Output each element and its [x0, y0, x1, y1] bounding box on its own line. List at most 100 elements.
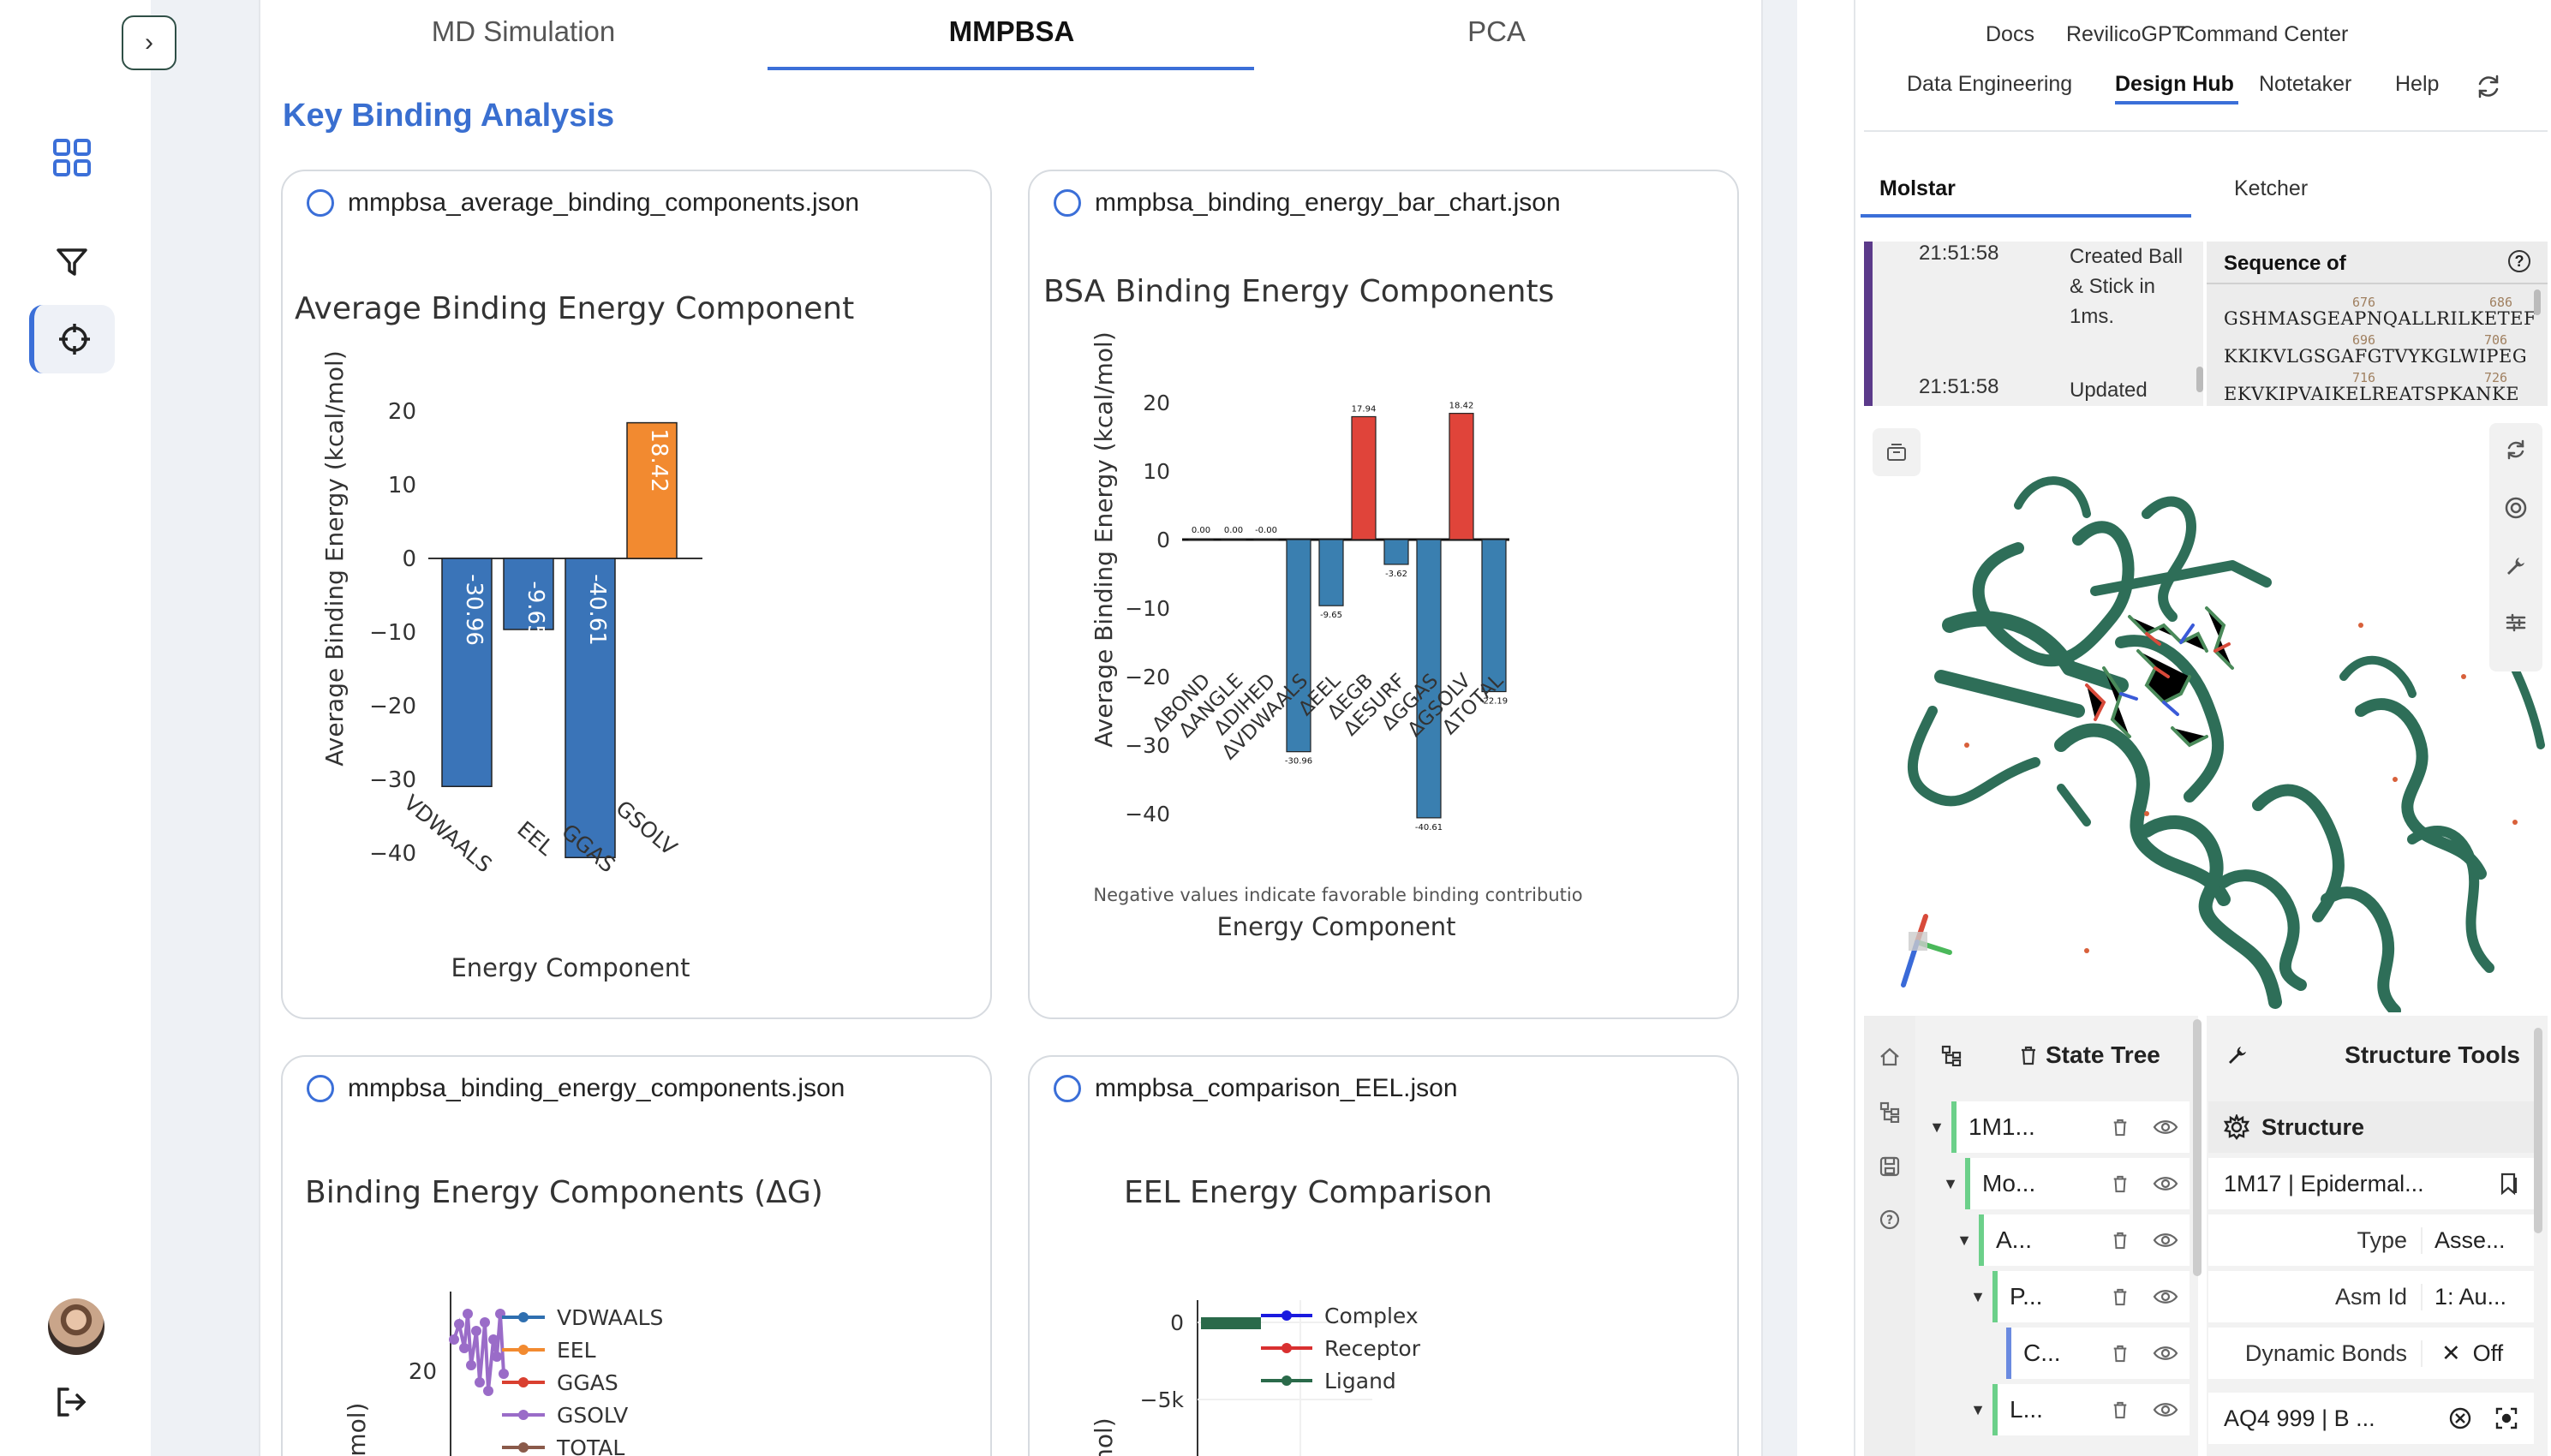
structure-tools-scrollbar[interactable] — [2534, 1028, 2542, 1233]
trash-icon[interactable] — [2099, 1118, 2142, 1137]
active-viewer-tab-indicator — [1861, 214, 2191, 218]
focus-icon[interactable] — [2494, 1406, 2518, 1430]
clear-icon[interactable] — [2448, 1406, 2472, 1430]
state-tree-label: A... — [1996, 1226, 2033, 1253]
prop-value[interactable]: Asse... — [2421, 1226, 2534, 1254]
structure-section[interactable]: Structure — [2208, 1101, 2534, 1153]
legend-label: Receptor — [1324, 1336, 1421, 1361]
y-tick-label: −30 — [1125, 733, 1170, 758]
legend-label: EEL — [557, 1338, 596, 1363]
tab-ketcher[interactable]: Ketcher — [2234, 176, 2309, 200]
ligand-sticks — [2085, 606, 2234, 748]
nav-link-design-hub[interactable]: Design Hub — [2115, 72, 2234, 96]
home-icon[interactable] — [1878, 1045, 1902, 1069]
trash-icon[interactable] — [2099, 1287, 2142, 1306]
reset-camera-icon[interactable] — [2503, 437, 2529, 462]
settings-sliders-icon[interactable] — [2503, 610, 2529, 636]
wrench-icon[interactable] — [2503, 553, 2529, 579]
card-select-radio[interactable] — [307, 189, 334, 217]
refresh-icon[interactable] — [2474, 72, 2503, 101]
legend-label: GGAS — [557, 1370, 618, 1395]
nav-link-data-engineering[interactable]: Data Engineering — [1907, 72, 2073, 96]
legend-label: GSOLV — [557, 1403, 628, 1428]
sequence-panel: Sequence of ? 676 686 GSHMASGEAPNQALLRIL… — [2207, 242, 2548, 406]
state-tree-row[interactable]: ▼ Mo... — [1921, 1158, 2190, 1209]
ligand-select[interactable]: AQ4 999 | B ... — [2208, 1393, 2534, 1444]
eye-icon[interactable] — [2142, 1174, 2190, 1193]
svg-text:?: ? — [1886, 1214, 1893, 1227]
molstar-3d-viewer[interactable] — [1864, 420, 2548, 1017]
protein-ribbon — [1907, 476, 2545, 1017]
tree-icon[interactable] — [1878, 1100, 1902, 1124]
state-tree-row[interactable]: ▼ A... — [1921, 1214, 2190, 1266]
chart-annotation: Negative values indicate favorable bindi… — [1093, 885, 1582, 905]
state-tree-label: Mo... — [1982, 1170, 2036, 1196]
nav-link-help[interactable]: Help — [2395, 72, 2440, 96]
caret-down-icon[interactable]: ▼ — [1970, 1287, 1986, 1305]
log-scrollbar[interactable] — [2196, 367, 2203, 392]
eye-icon[interactable] — [2142, 1118, 2190, 1137]
trash-icon[interactable] — [2099, 1344, 2142, 1363]
data-label: 18.42 — [646, 428, 672, 492]
user-avatar[interactable] — [48, 1298, 105, 1355]
dashboard-icon[interactable] — [48, 134, 96, 182]
sequence-line[interactable]: GSHMASGEAPNQALLRILKETEF — [2224, 308, 2537, 329]
target-nav-button[interactable] — [29, 305, 115, 373]
eye-icon[interactable] — [2142, 1400, 2190, 1419]
sequence-line[interactable]: EKVKIPVAIKELREATSPKANKE — [2224, 384, 2520, 404]
save-icon[interactable] — [1878, 1155, 1902, 1179]
y-axis-label: cal/mol) — [343, 1403, 371, 1456]
trash-icon[interactable] — [2011, 1045, 2046, 1065]
tab-pca[interactable]: PCA — [1467, 15, 1526, 47]
card-select-radio[interactable] — [1054, 1075, 1081, 1102]
trash-icon[interactable] — [2099, 1174, 2142, 1193]
caret-down-icon[interactable]: ▼ — [1943, 1174, 1958, 1192]
expand-sidebar-button[interactable]: › — [122, 15, 176, 70]
caret-down-icon[interactable]: ▼ — [1957, 1231, 1972, 1249]
card-select-radio[interactable] — [307, 1075, 334, 1102]
state-tree-row[interactable]: ▼ P... — [1921, 1271, 2190, 1322]
screenshot-icon[interactable] — [1873, 428, 1921, 476]
state-tree-row[interactable]: ▼ 1M1... — [1921, 1101, 2190, 1153]
data-label: 0.00 — [1224, 526, 1243, 535]
help-icon[interactable]: ? — [2508, 250, 2530, 272]
data-label: -3.62 — [1385, 570, 1407, 579]
sequence-line[interactable]: KKIKVLGSGAFGTVYKGLWIPEG — [2224, 346, 2528, 367]
sequence-scrollbar[interactable] — [2534, 289, 2541, 315]
logout-icon[interactable] — [50, 1381, 93, 1423]
nav-link-revilicogpt[interactable]: RevilicoGPT — [2066, 22, 2185, 46]
line-chart-binding-components: 20 cal/mol) VDWAALS EEL GGAS GSOLV TOTAL — [343, 1292, 663, 1456]
trash-icon[interactable] — [2099, 1231, 2142, 1250]
tree-icon[interactable] — [1934, 1044, 1969, 1066]
tab-mmpbsa[interactable]: MMPBSA — [948, 15, 1075, 47]
prop-value[interactable]: 1: Au... — [2421, 1283, 2534, 1310]
state-tree-row[interactable]: ▼ L... — [1921, 1384, 2190, 1435]
y-tick-label: 10 — [388, 473, 416, 498]
nav-link-notetaker[interactable]: Notetaker — [2259, 72, 2352, 96]
bookmark-icon[interactable] — [2498, 1172, 2520, 1196]
series-ligand-band — [1201, 1317, 1261, 1329]
trash-icon[interactable] — [2099, 1400, 2142, 1419]
nav-link-command-center[interactable]: Command Center — [2179, 22, 2349, 46]
dynamic-bonds-toggle[interactable]: ✕ Off — [2421, 1340, 2534, 1367]
eye-icon[interactable] — [2142, 1287, 2190, 1306]
help-circle-icon[interactable]: ? — [1878, 1208, 1902, 1232]
x-tick-label: GSOLV — [611, 796, 681, 861]
tab-md-simulation[interactable]: MD Simulation — [431, 15, 616, 47]
nav-link-docs[interactable]: Docs — [1986, 22, 2034, 46]
tab-molstar[interactable]: Molstar — [1879, 176, 1956, 200]
eye-icon[interactable] — [2142, 1231, 2190, 1250]
camera-icon[interactable] — [2503, 495, 2529, 521]
bar — [1351, 415, 1377, 540]
caret-down-icon[interactable]: ▼ — [1970, 1400, 1986, 1418]
card-select-radio[interactable] — [1054, 189, 1081, 217]
caret-down-icon[interactable]: ▼ — [1929, 1118, 1945, 1136]
filter-icon[interactable] — [50, 240, 94, 284]
y-axis-label: Average Binding Energy (kcal/mol) — [1090, 331, 1118, 748]
state-tree-scrollbar[interactable] — [2193, 1019, 2202, 1276]
tree-side-toolbar — [1864, 1016, 1915, 1456]
state-tree-row[interactable]: C... — [1921, 1328, 2190, 1379]
y-tick-label: −10 — [369, 620, 416, 646]
eye-icon[interactable] — [2142, 1344, 2190, 1363]
structure-select[interactable]: 1M17 | Epidermal... — [2208, 1158, 2534, 1209]
